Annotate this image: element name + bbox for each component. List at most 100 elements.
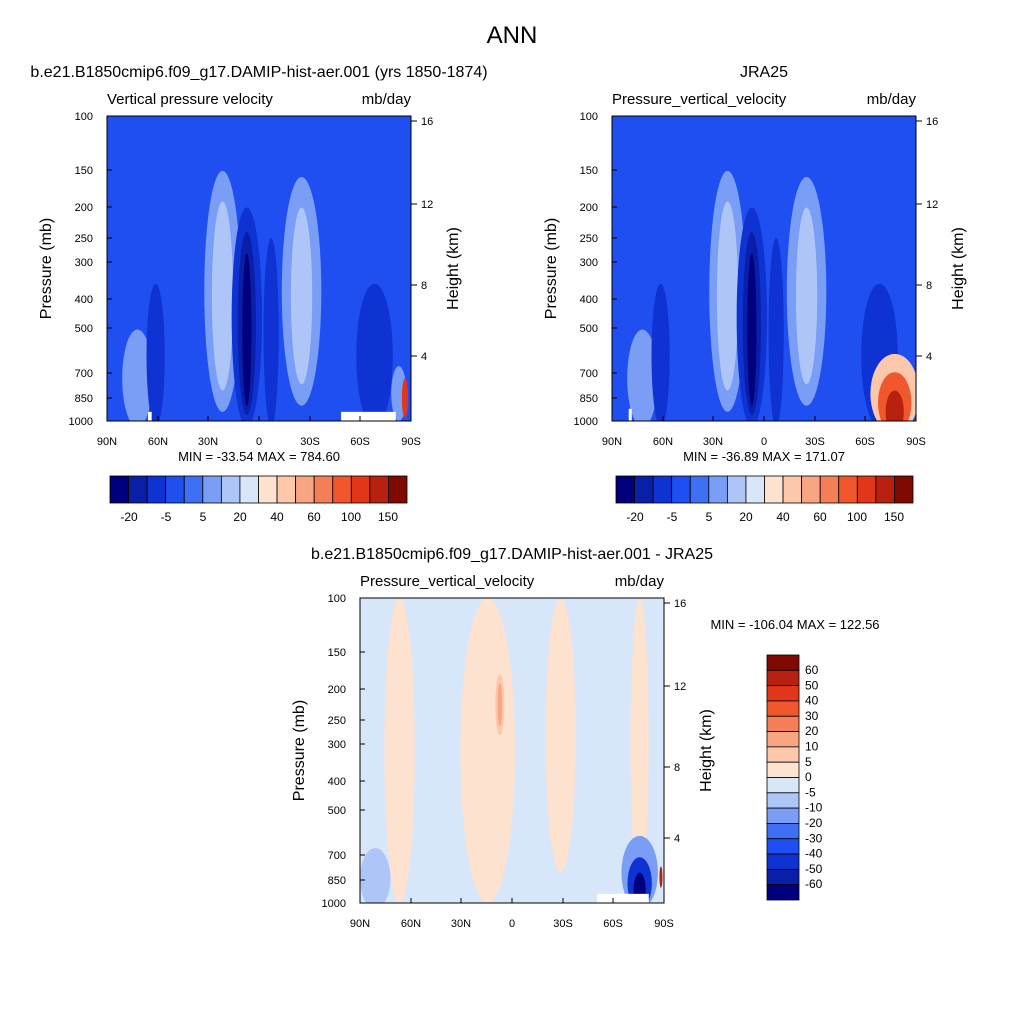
- contour-region: [360, 848, 391, 903]
- x-tick-label: 0: [256, 436, 262, 448]
- colorbar-label: -5: [667, 510, 678, 524]
- y-tick-label: 250: [580, 233, 598, 245]
- colorbar-label: 20: [739, 510, 753, 524]
- colorbar-label: 150: [884, 510, 904, 524]
- y-tick-label: 300: [580, 257, 598, 269]
- y-axis-title: Pressure (mb): [543, 218, 560, 319]
- y2-tick-label: 16: [926, 116, 938, 128]
- y-tick-label: 1000: [69, 416, 93, 428]
- missing-data: [628, 408, 632, 421]
- colorbar-label: 50: [805, 678, 819, 692]
- y-tick-label: 1000: [574, 416, 598, 428]
- y-tick-label: 850: [328, 875, 346, 887]
- contour-region: [122, 329, 153, 421]
- y-tick-label: 100: [75, 111, 93, 123]
- x-tick-label: 60S: [855, 436, 875, 448]
- y-tick-label: 100: [580, 111, 598, 123]
- colorbar-swatch: [295, 475, 315, 504]
- panel-title: b.e21.B1850cmip6.f09_g17.DAMIP-hist-aer.…: [311, 546, 713, 563]
- colorbar-swatch: [766, 761, 800, 778]
- contour-region: [263, 238, 279, 421]
- colorbar-swatch: [276, 475, 297, 504]
- y-tick-label: 850: [580, 393, 598, 405]
- y-tick-label: 300: [75, 257, 93, 269]
- y2-tick-label: 16: [674, 598, 686, 610]
- y2-tick-label: 4: [674, 833, 680, 845]
- y-tick-label: 250: [328, 715, 346, 727]
- colorbar-swatch: [764, 475, 784, 504]
- variable-label: Vertical pressure velocity: [107, 91, 273, 108]
- y-tick-label: 200: [580, 202, 598, 214]
- colorbar-swatch: [726, 475, 747, 504]
- units-label: mb/day: [362, 91, 412, 108]
- y-tick-label: 1000: [322, 898, 346, 910]
- x-tick-label: 30N: [198, 436, 218, 448]
- y2-tick-label: 16: [421, 116, 433, 128]
- colorbar-label: -60: [805, 877, 823, 891]
- contour-field: [107, 116, 411, 421]
- missing-data: [597, 893, 649, 903]
- colorbar-swatch: [766, 807, 800, 824]
- colorbar-label: 100: [847, 510, 867, 524]
- colorbar-swatch: [708, 475, 728, 504]
- x-tick-label: 30S: [553, 918, 573, 930]
- colorbar-label: 150: [378, 510, 398, 524]
- colorbar-swatch: [782, 475, 803, 504]
- colorbar-label: 0: [805, 770, 812, 784]
- colorbar-swatch: [332, 475, 352, 504]
- y-tick-label: 500: [328, 805, 346, 817]
- colorbar-label: -20: [120, 510, 138, 524]
- colorbar-swatch: [313, 475, 334, 504]
- colorbar-swatch: [369, 475, 389, 504]
- y2-tick-label: 8: [421, 280, 427, 292]
- y-tick-label: 500: [580, 323, 598, 335]
- colorbar-swatch: [652, 475, 673, 504]
- colorbar-swatch: [856, 475, 877, 504]
- colorbar-swatch: [875, 475, 895, 504]
- colorbar-swatch: [766, 868, 800, 886]
- y-tick-label: 150: [75, 165, 93, 177]
- y-tick-label: 850: [75, 393, 93, 405]
- y-axis-title: Pressure (mb): [38, 218, 55, 319]
- colorbar-label: 5: [706, 510, 713, 524]
- colorbar-swatch: [801, 475, 821, 504]
- colorbar-swatch: [766, 654, 800, 671]
- contour-region: [242, 253, 252, 406]
- colorbar-swatch: [766, 838, 800, 855]
- colorbar-label: 20: [233, 510, 247, 524]
- contour-region: [716, 201, 739, 391]
- contour-region: [146, 283, 165, 421]
- colorbar-swatch: [766, 823, 800, 840]
- colorbar-swatch: [239, 475, 259, 504]
- variable-label: Pressure_vertical_velocity: [612, 91, 787, 108]
- y-tick-label: 300: [328, 739, 346, 751]
- y-tick-label: 150: [328, 647, 346, 659]
- colorbar-swatch: [766, 669, 800, 687]
- colorbar-swatch: [128, 475, 148, 504]
- contour-field: [612, 116, 916, 421]
- x-tick-label: 0: [509, 918, 515, 930]
- y2-axis-title: Height (km): [445, 227, 462, 310]
- y-tick-label: 200: [328, 684, 346, 696]
- colorbar-label: 100: [341, 510, 361, 524]
- x-tick-label: 60N: [401, 918, 421, 930]
- colorbar-swatch: [109, 475, 129, 504]
- colorbar-swatch: [766, 792, 800, 809]
- contour-region: [795, 207, 818, 385]
- colorbar-swatch: [388, 475, 408, 504]
- x-tick-label: 90N: [350, 918, 370, 930]
- colorbar-swatch: [745, 475, 765, 504]
- colorbar-label: -20: [626, 510, 644, 524]
- panel-2: JRA25 Pressure_vertical_velocity mb/day 100…: [543, 64, 967, 524]
- y2-tick-label: 12: [926, 199, 938, 211]
- y2-axis-title: Height (km): [950, 227, 967, 310]
- colorbar-label: 5: [200, 510, 207, 524]
- y2-tick-label: 4: [421, 351, 427, 363]
- colorbar-swatch: [220, 475, 241, 504]
- colorbar-label: -50: [805, 862, 823, 876]
- colorbar-swatch: [766, 853, 800, 870]
- colorbar-swatch: [183, 475, 204, 504]
- colorbar-swatch: [766, 685, 800, 702]
- colorbar-swatch: [146, 475, 167, 504]
- x-tick-label: 30N: [703, 436, 723, 448]
